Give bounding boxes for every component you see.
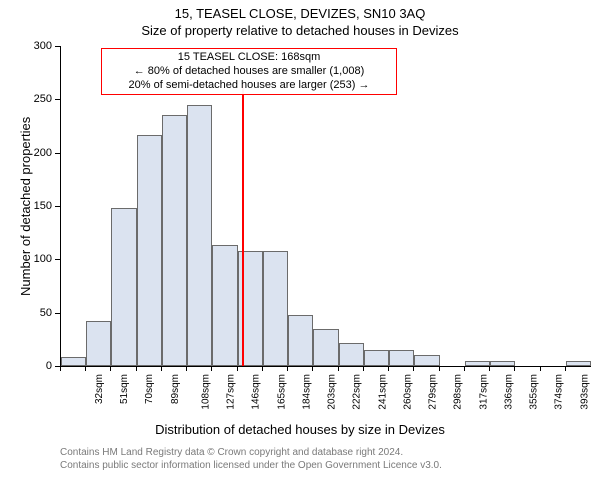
x-tick-label: 222sqm [352, 374, 363, 410]
x-tick-label: 127sqm [226, 374, 237, 410]
attribution-line-2: Contains public sector information licen… [60, 459, 442, 472]
y-tick-label: 50 [22, 307, 52, 319]
x-tick-label: 317sqm [478, 374, 489, 410]
y-tick-mark [55, 99, 60, 100]
histogram-bar [566, 361, 591, 366]
histogram-bar [137, 135, 162, 366]
x-tick-label: 32sqm [94, 374, 105, 404]
y-tick-mark [55, 313, 60, 314]
x-tick-mark [211, 366, 212, 371]
y-tick-label: 250 [22, 93, 52, 105]
x-tick-label: 51sqm [119, 374, 130, 404]
histogram-bar [61, 357, 86, 366]
x-tick-mark [514, 366, 515, 371]
histogram-bar [339, 343, 364, 366]
histogram-bar [86, 321, 111, 366]
x-axis-label: Distribution of detached houses by size … [0, 422, 600, 437]
x-tick-mark [262, 366, 263, 371]
histogram-bar [414, 355, 439, 366]
x-tick-mark [363, 366, 364, 371]
histogram-bar [111, 208, 136, 366]
x-tick-label: 393sqm [579, 374, 590, 410]
histogram-bar [288, 315, 313, 366]
annotation-line-2: ← 80% of detached houses are smaller (1,… [106, 65, 392, 79]
histogram-bar [389, 350, 414, 366]
x-tick-label: 279sqm [428, 374, 439, 410]
y-tick-mark [55, 46, 60, 47]
attribution-line-1: Contains HM Land Registry data © Crown c… [60, 446, 442, 459]
x-tick-mark [464, 366, 465, 371]
histogram-bar [490, 361, 515, 366]
x-tick-label: 298sqm [453, 374, 464, 410]
x-tick-label: 355sqm [529, 374, 540, 410]
x-tick-mark [287, 366, 288, 371]
annotation-line-3: 20% of semi-detached houses are larger (… [106, 79, 392, 93]
histogram-bar [162, 115, 187, 366]
y-tick-label: 200 [22, 147, 52, 159]
y-tick-label: 150 [22, 200, 52, 212]
x-tick-mark [85, 366, 86, 371]
annotation-line-1: 15 TEASEL CLOSE: 168sqm [106, 51, 392, 65]
x-tick-label: 70sqm [144, 374, 155, 404]
y-tick-label: 300 [22, 40, 52, 52]
x-tick-mark [338, 366, 339, 371]
x-tick-mark [110, 366, 111, 371]
x-tick-label: 108sqm [201, 374, 212, 410]
x-tick-mark [413, 366, 414, 371]
x-tick-label: 146sqm [251, 374, 262, 410]
histogram-bar [263, 251, 288, 366]
y-tick-mark [55, 153, 60, 154]
attribution-text: Contains HM Land Registry data © Crown c… [60, 446, 442, 472]
x-tick-mark [388, 366, 389, 371]
histogram-bar [187, 105, 212, 366]
x-tick-mark [565, 366, 566, 371]
x-tick-label: 184sqm [301, 374, 312, 410]
x-tick-mark [161, 366, 162, 371]
x-tick-label: 241sqm [377, 374, 388, 410]
title-subtitle: Size of property relative to detached ho… [0, 21, 600, 38]
histogram-bar [364, 350, 389, 366]
reference-line [242, 84, 244, 366]
x-tick-label: 336sqm [503, 374, 514, 410]
x-tick-label: 89sqm [170, 374, 181, 404]
title-address: 15, TEASEL CLOSE, DEVIZES, SN10 3AQ [0, 0, 600, 21]
histogram-plot: 15 TEASEL CLOSE: 168sqm← 80% of detached… [60, 46, 591, 367]
x-tick-label: 203sqm [327, 374, 338, 410]
y-tick-label: 0 [22, 360, 52, 372]
y-tick-mark [55, 206, 60, 207]
x-tick-mark [439, 366, 440, 371]
histogram-bar [465, 361, 490, 366]
x-tick-mark [136, 366, 137, 371]
x-tick-mark [540, 366, 541, 371]
x-tick-label: 165sqm [276, 374, 287, 410]
x-tick-label: 374sqm [554, 374, 565, 410]
x-tick-mark [312, 366, 313, 371]
histogram-bar [313, 329, 338, 366]
x-tick-mark [237, 366, 238, 371]
x-tick-mark [489, 366, 490, 371]
y-tick-mark [55, 259, 60, 260]
x-tick-label: 260sqm [402, 374, 413, 410]
y-tick-label: 100 [22, 253, 52, 265]
annotation-box: 15 TEASEL CLOSE: 168sqm← 80% of detached… [101, 48, 397, 95]
histogram-bar [212, 245, 237, 366]
x-tick-mark [186, 366, 187, 371]
x-tick-mark [60, 366, 61, 371]
